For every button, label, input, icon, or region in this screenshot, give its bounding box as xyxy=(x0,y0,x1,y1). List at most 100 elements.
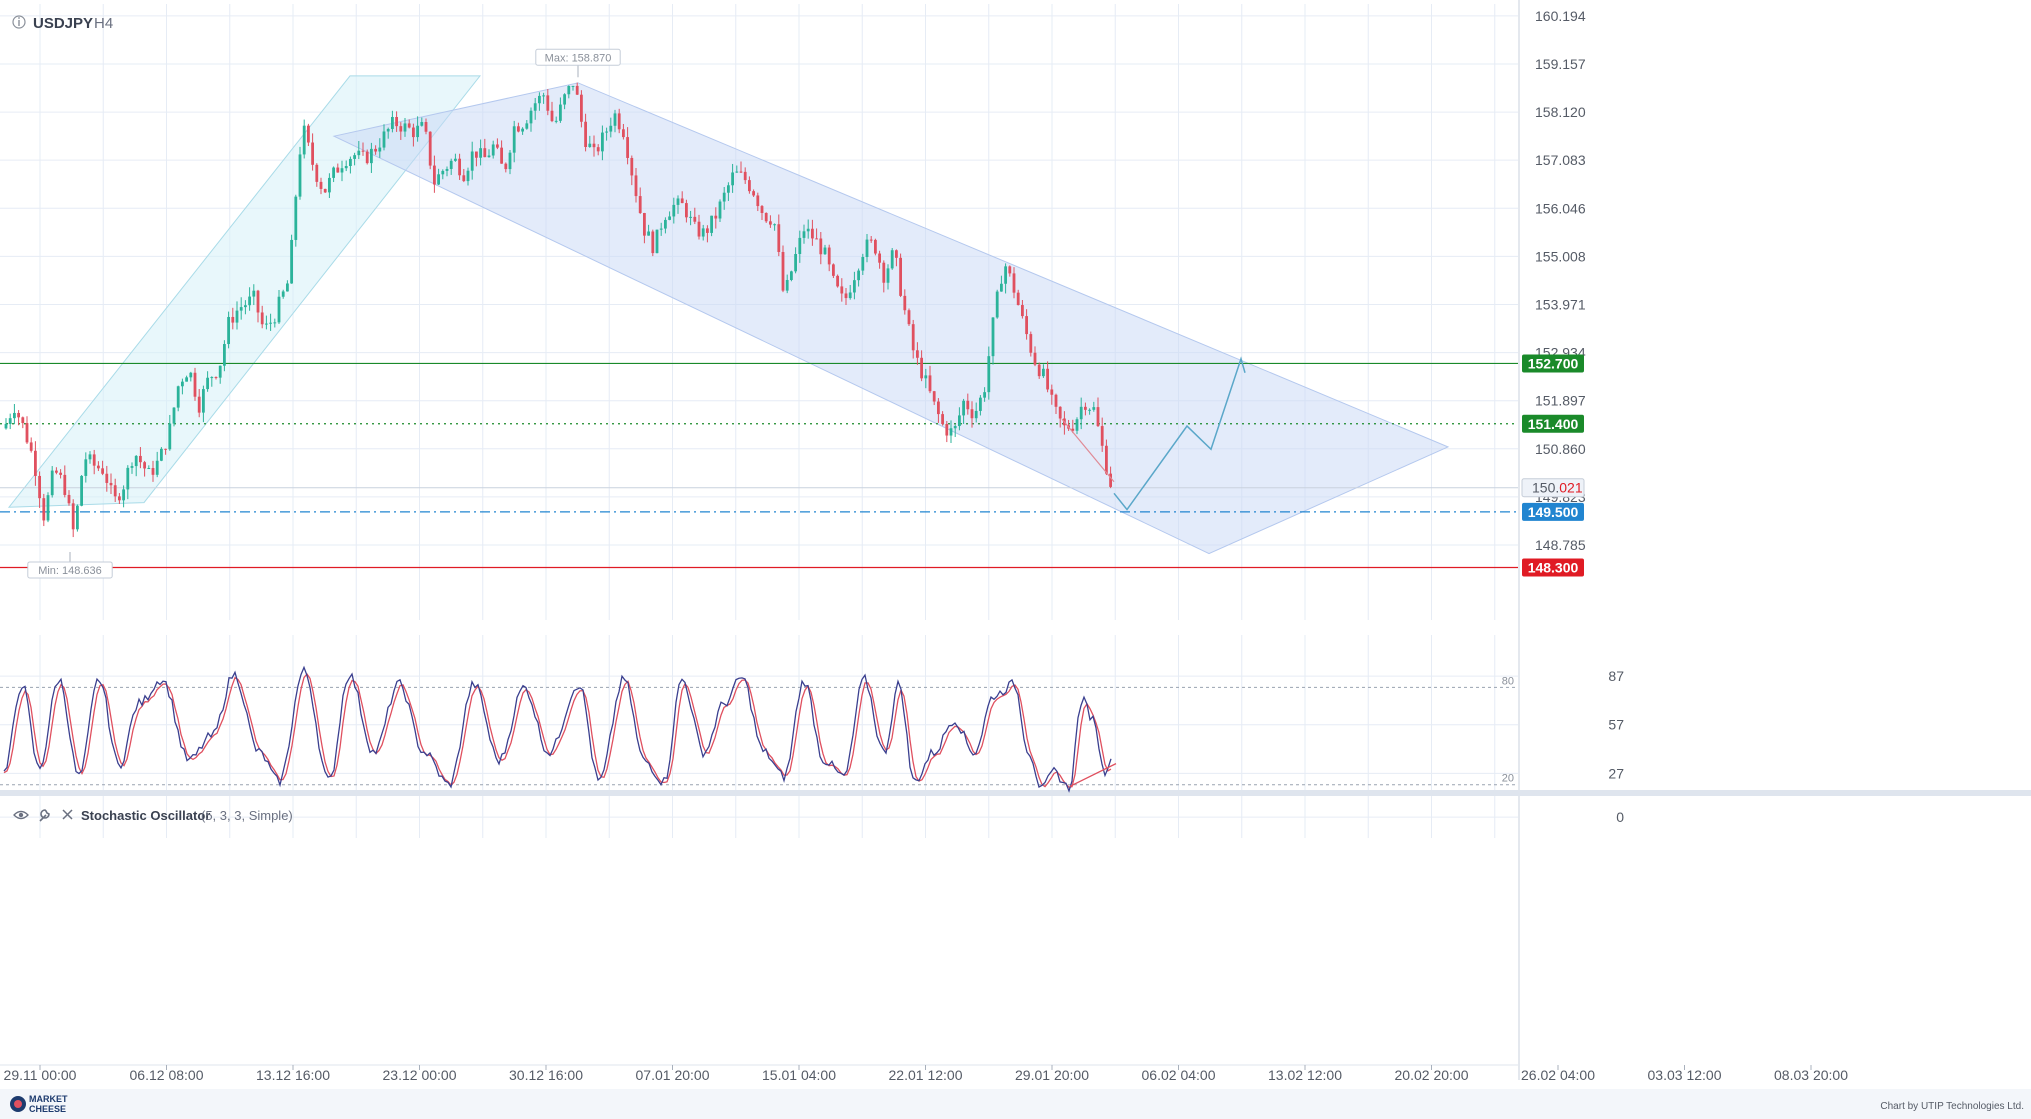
candle-body xyxy=(315,164,319,182)
candle-body xyxy=(122,489,125,501)
candle-body xyxy=(785,279,789,291)
candle-body xyxy=(643,213,646,236)
candle-body xyxy=(491,144,495,156)
pane-divider xyxy=(0,790,2031,796)
candle-body xyxy=(916,350,919,358)
candle-body xyxy=(462,175,466,182)
time-tick-label: 30.12 16:00 xyxy=(509,1067,583,1083)
candle-body xyxy=(319,181,323,189)
candle-body xyxy=(1021,305,1024,317)
wrench-icon[interactable] xyxy=(39,809,50,822)
candle-body xyxy=(139,455,142,463)
candle-body xyxy=(504,163,508,170)
indicator-header: Stochastic Oscillator (5, 3, 3, Simple) xyxy=(13,808,293,823)
candle-body xyxy=(1079,406,1083,420)
candle-body xyxy=(395,117,398,127)
candle-body xyxy=(1025,316,1028,335)
price-tick-label: 158.120 xyxy=(1535,104,1586,120)
candle-body xyxy=(420,122,424,126)
candle-body xyxy=(29,442,33,451)
candle-body xyxy=(1004,266,1007,284)
candle-body xyxy=(1037,364,1041,377)
time-tick-label: 13.02 12:00 xyxy=(1268,1067,1342,1083)
stochastic-axis[interactable]: 87 57 27 0 xyxy=(1608,668,1624,825)
candle-body xyxy=(332,167,335,178)
candle-body xyxy=(8,418,12,424)
eye-icon[interactable] xyxy=(13,810,29,820)
stoch-tick-label: 87 xyxy=(1608,668,1624,684)
candle-body xyxy=(134,455,138,467)
candle-body xyxy=(227,316,230,345)
info-icon[interactable] xyxy=(12,15,26,29)
candle-body xyxy=(88,454,92,460)
candle-body xyxy=(1033,352,1037,365)
price-tick-label: 160.194 xyxy=(1535,8,1586,24)
candle-body xyxy=(613,113,617,126)
candle-body xyxy=(533,103,537,111)
close-icon[interactable] xyxy=(62,809,73,820)
candle-body xyxy=(739,171,743,173)
candle-body xyxy=(365,151,369,164)
ascending-channel-shape xyxy=(7,75,482,508)
candle-body xyxy=(105,473,109,483)
candle-body xyxy=(50,470,54,496)
candle-body xyxy=(760,206,764,213)
candle-body xyxy=(294,196,298,240)
candle-body xyxy=(67,494,71,504)
candle-body xyxy=(424,122,428,132)
candle-body xyxy=(890,250,894,269)
candle-body xyxy=(218,365,222,378)
time-tick-label: 20.02 20:00 xyxy=(1395,1067,1469,1083)
candle-body xyxy=(966,400,970,410)
candle-body xyxy=(323,188,327,193)
candle-body xyxy=(1012,273,1016,293)
time-axis[interactable]: 29.11 00:00 06.12 08:00 13.12 16:00 23.12 0… xyxy=(4,1065,1849,1083)
candle-body xyxy=(189,372,193,378)
candle-body xyxy=(911,324,915,351)
logo-line1: MARKET xyxy=(29,1094,68,1104)
candle-body xyxy=(210,377,214,379)
level-badge xyxy=(1522,414,1584,433)
stoch-k-line xyxy=(3,665,1112,793)
pane-separator[interactable] xyxy=(0,790,2031,796)
candle-body xyxy=(399,126,403,132)
candles xyxy=(4,82,1112,538)
stoch-level-label: 20 xyxy=(1502,773,1514,785)
candle-body xyxy=(382,131,386,148)
candle-body xyxy=(554,120,558,122)
candle-body xyxy=(239,307,243,311)
candle-body xyxy=(1075,419,1079,431)
time-tick-label: 15.01 04:00 xyxy=(762,1067,836,1083)
price-tick-label: 151.897 xyxy=(1535,393,1586,409)
level-badge-label: 149.500 xyxy=(1528,504,1579,520)
candle-body xyxy=(349,158,352,167)
ascending-channel xyxy=(7,75,482,508)
candle-body xyxy=(76,505,79,530)
candle-body xyxy=(412,127,415,138)
candle-body xyxy=(256,290,260,313)
candle-body xyxy=(1029,334,1033,353)
candle-body xyxy=(59,472,62,475)
candle-body xyxy=(718,201,722,219)
candle-body xyxy=(21,417,25,424)
candle-body xyxy=(357,150,361,156)
projection-path xyxy=(1061,356,1246,511)
candle-body xyxy=(151,468,155,475)
indicator-params: (5, 3, 3, Simple) xyxy=(201,808,293,823)
level-badge-label: 152.700 xyxy=(1528,355,1579,371)
candle-body xyxy=(714,215,718,219)
price-badges: 152.700 151.400 149.500 148.300 150.021 xyxy=(1521,354,1585,577)
candle-body xyxy=(529,110,533,124)
candle-body xyxy=(92,454,96,466)
candle-body xyxy=(874,239,877,254)
candle-body xyxy=(508,152,512,170)
candle-body xyxy=(802,231,806,238)
candle-body xyxy=(80,475,83,506)
candle-body xyxy=(836,275,839,287)
candle-body xyxy=(176,386,180,408)
price-axis[interactable]: 160.194 159.157 158.120 157.083 156.046 155.0… xyxy=(1535,8,1586,553)
candle-body xyxy=(42,498,46,521)
candle-body xyxy=(991,317,995,357)
candle-body xyxy=(731,172,734,186)
